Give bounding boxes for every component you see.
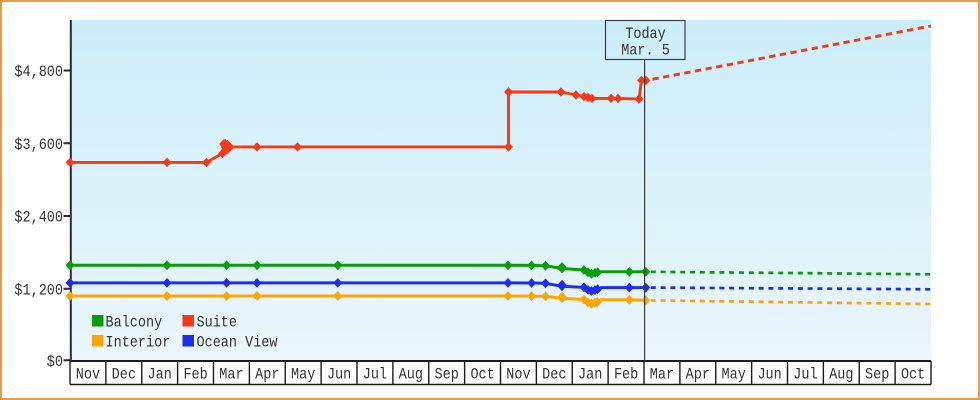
svg-text:May: May: [722, 366, 747, 384]
svg-text:Feb: Feb: [614, 366, 638, 384]
svg-text:Nov: Nov: [76, 366, 101, 384]
svg-text:Balcony: Balcony: [106, 313, 163, 331]
svg-text:Jan: Jan: [578, 366, 602, 384]
svg-text:Dec: Dec: [542, 366, 566, 384]
svg-text:Interior: Interior: [106, 333, 171, 351]
svg-text:Suite: Suite: [197, 313, 238, 331]
svg-text:Feb: Feb: [183, 366, 207, 384]
svg-text:Today: Today: [625, 25, 666, 43]
svg-text:Jul: Jul: [793, 366, 817, 384]
svg-text:Jul: Jul: [363, 366, 387, 384]
svg-text:Aug: Aug: [829, 366, 853, 384]
svg-text:$3,600: $3,600: [14, 136, 63, 154]
svg-text:Aug: Aug: [399, 366, 423, 384]
svg-text:Jun: Jun: [327, 366, 351, 384]
svg-text:Oct: Oct: [901, 366, 925, 384]
svg-text:Jun: Jun: [757, 366, 781, 384]
svg-text:Nov: Nov: [506, 366, 531, 384]
svg-text:$4,800: $4,800: [14, 63, 63, 81]
svg-text:Dec: Dec: [112, 366, 136, 384]
svg-text:Ocean View: Ocean View: [197, 333, 278, 351]
svg-text:May: May: [291, 366, 316, 384]
svg-text:Mar: Mar: [650, 366, 674, 384]
svg-text:Oct: Oct: [470, 366, 494, 384]
svg-text:$1,200: $1,200: [14, 281, 63, 299]
svg-text:$0: $0: [47, 353, 63, 371]
svg-text:Apr: Apr: [686, 366, 710, 384]
svg-text:Mar. 5: Mar. 5: [621, 42, 670, 60]
svg-text:Jan: Jan: [148, 366, 172, 384]
svg-text:Sep: Sep: [865, 366, 889, 384]
svg-text:$2,400: $2,400: [14, 209, 63, 227]
svg-text:Apr: Apr: [255, 366, 279, 384]
svg-text:Sep: Sep: [435, 366, 459, 384]
svg-text:Mar: Mar: [219, 366, 243, 384]
